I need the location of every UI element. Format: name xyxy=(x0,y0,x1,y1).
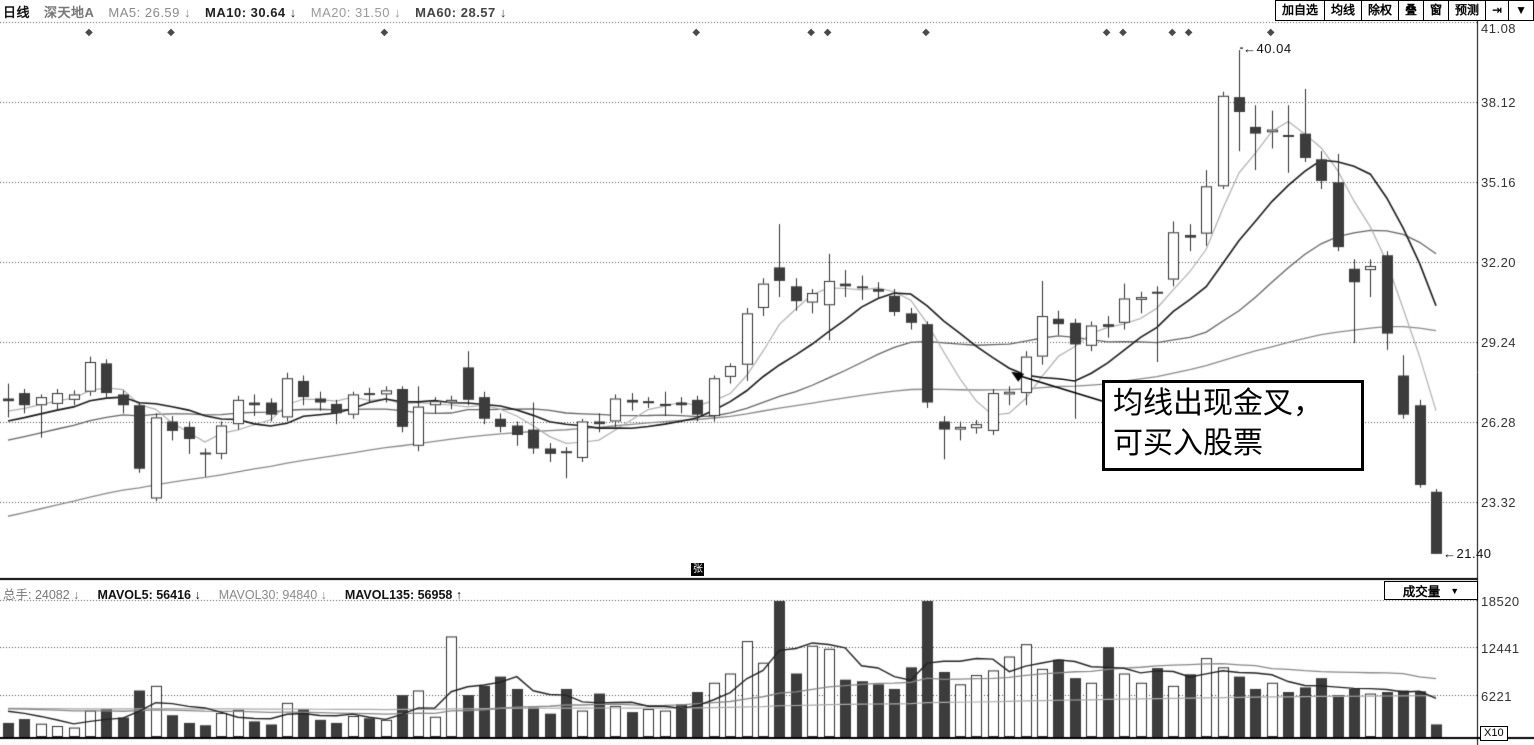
volume-info-bar: 总手: 24082 ↓ MAVOL5: 56416 ↓ MAVOL30: 94840… xyxy=(3,584,480,604)
add-watchlist-button[interactable]: 加自选 xyxy=(1274,0,1325,21)
price-axis-label-1: 38.12 xyxy=(1481,95,1517,110)
exrights-button[interactable]: 除权 xyxy=(1360,0,1399,21)
ma-button[interactable]: 均线 xyxy=(1323,0,1362,21)
volume-indicator-label: 成交量 xyxy=(1402,585,1441,599)
price-tag-low-value: 21.40 xyxy=(1456,545,1492,561)
volume-axis-label-2: 6221 xyxy=(1481,688,1512,704)
price-axis-label-4: 29.24 xyxy=(1481,335,1517,350)
arrow-left-icon: ← xyxy=(1443,545,1457,561)
volume-axis-label-0: 18520 xyxy=(1481,594,1520,609)
price-tag-high: ←40.04 xyxy=(1243,41,1292,56)
volume-item-0: 总手: 24082 ↓ xyxy=(3,588,80,602)
annotation-line2: 可买入股票 xyxy=(1113,426,1263,461)
diamond-marker-4: ◆ xyxy=(807,27,815,38)
volume-indicator-select[interactable]: 成交量 ▼ xyxy=(1384,581,1478,600)
title-item-2: MA5: 26.59 ↓ xyxy=(108,5,192,20)
price-axis-label-3: 32.20 xyxy=(1481,255,1517,270)
event-marker[interactable]: 张 xyxy=(691,563,705,576)
title-item-0: 日线 xyxy=(3,5,31,20)
diamond-marker-0: ◆ xyxy=(85,27,93,38)
diamond-marker-6: ◆ xyxy=(922,27,930,38)
price-axis-label-0: 41.08 xyxy=(1481,21,1517,36)
chevron-down-icon: ▼ xyxy=(1450,585,1460,596)
title-item-5: MA60: 28.57 ↓ xyxy=(415,5,507,20)
overlay-button[interactable]: 叠 xyxy=(1398,0,1425,21)
jump-to-latest-button[interactable]: ⇥ xyxy=(1485,0,1510,21)
diamond-marker-7: ◆ xyxy=(1102,27,1111,38)
title-item-1: 深天地A xyxy=(44,5,95,20)
diamond-marker-8: ◆ xyxy=(1119,27,1127,38)
forecast-button[interactable]: 预测 xyxy=(1448,0,1487,21)
volume-unit-label: X10 xyxy=(1480,726,1508,741)
annotation-box: 均线出现金叉， 可买入股票 xyxy=(1102,380,1364,471)
price-axis-label-6: 23.32 xyxy=(1481,495,1517,510)
price-axis-label-2: 35.16 xyxy=(1481,175,1517,190)
arrow-left-icon: ← xyxy=(1243,41,1257,57)
diamond-marker-11: ◆ xyxy=(1266,27,1275,38)
title-item-4: MA20: 31.50 ↓ xyxy=(310,5,402,20)
price-axis-label-5: 26.28 xyxy=(1481,415,1517,430)
window-button[interactable]: 窗 xyxy=(1423,0,1450,21)
annotation-line1: 均线出现金叉， xyxy=(1113,386,1323,421)
price-tag-low: ←21.40 xyxy=(1443,546,1492,561)
diamond-marker-3: ◆ xyxy=(692,27,701,38)
diamond-marker-10: ◆ xyxy=(1184,27,1193,38)
volume-axis-label-1: 12441 xyxy=(1481,640,1520,656)
title-item-3: MA10: 30.64 ↓ xyxy=(205,5,297,20)
volume-item-3: MAVOL135: 56958 ↑ xyxy=(344,588,463,602)
chart-toolbar: 加自选 均线 除权叠窗预测 ⇥ ▼ xyxy=(1274,0,1534,21)
diamond-marker-5: ◆ xyxy=(823,27,832,38)
price-tag-high-value: 40.04 xyxy=(1256,41,1292,57)
diamond-marker-9: ◆ xyxy=(1168,27,1177,38)
toolbar-dropdown-button[interactable]: ▼ xyxy=(1508,0,1534,21)
volume-item-2: MAVOL30: 94840 ↓ xyxy=(218,588,327,602)
volume-item-1: MAVOL5: 56416 ↓ xyxy=(97,588,201,602)
indicator-info-bar: 日线 深天地A MA5: 26.59 ↓ MA10: 30.64 ↓ MA20: 31.… xyxy=(3,2,521,22)
diamond-marker-1: ◆ xyxy=(167,27,175,38)
diamond-marker-2: ◆ xyxy=(380,27,389,38)
